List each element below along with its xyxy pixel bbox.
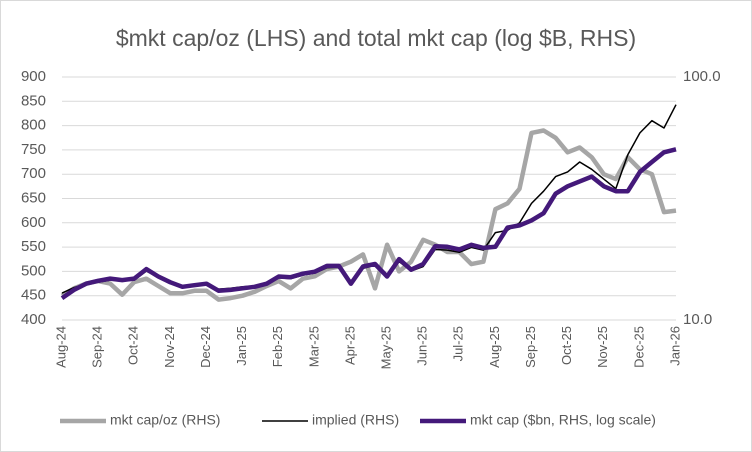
x-tick-label: May-25 [378,326,393,369]
x-tick-label: Mar-25 [306,326,321,367]
legend-label: mkt cap/oz (RHS) [110,412,220,428]
y-tick-label: 750 [21,141,46,158]
y-tick-label: 550 [21,238,46,255]
y-tick-label: 800 [21,117,46,134]
y2-tick-label: 100.0 [683,68,721,85]
x-tick-label: Nov-24 [162,326,177,368]
x-tick-label: Aug-25 [487,326,502,368]
x-tick-label: Sep-25 [523,326,538,368]
legend-label: mkt cap ($bn, RHS, log scale) [470,412,656,428]
x-tick-label: Jan-26 [667,326,682,366]
chart-title: $mkt cap/oz (LHS) and total mkt cap (log… [116,25,636,51]
series-line [60,128,677,302]
x-tick-label: Oct-24 [126,326,141,365]
y-tick-label: 600 [21,214,46,231]
y-tick-label: 900 [21,68,46,85]
x-tick-label: Jan-25 [234,326,249,366]
x-tick-label: Feb-25 [270,326,285,367]
x-tick-label: Oct-25 [559,326,574,365]
y2-tick-label: 10.0 [683,311,712,328]
y-tick-label: 500 [21,262,46,279]
legend-label: implied (RHS) [312,412,399,428]
x-tick-label: Jun-25 [415,326,430,366]
x-tick-label: Nov-25 [595,326,610,368]
x-tick-label: Sep-24 [90,326,105,368]
x-tick-label: Apr-25 [342,326,357,365]
series-line [60,147,677,301]
x-tick-label: Dec-24 [198,326,213,368]
y-tick-label: 700 [21,165,46,182]
y-tick-label: 850 [21,92,46,109]
x-tick-label: Dec-25 [631,326,646,368]
x-tick-label: Jul-25 [451,326,466,361]
y-tick-label: 400 [21,311,46,328]
x-tick-label: Aug-24 [53,326,68,368]
y-tick-label: 650 [21,189,46,206]
y-tick-label: 450 [21,287,46,304]
